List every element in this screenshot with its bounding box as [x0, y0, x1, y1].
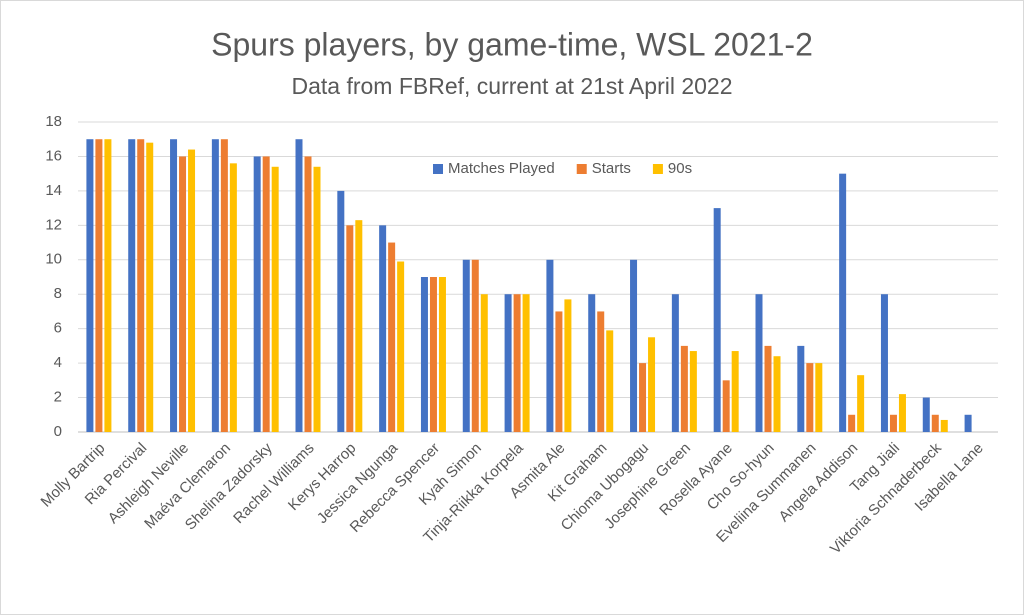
bar	[597, 311, 605, 432]
y-tick-label: 4	[54, 354, 62, 371]
bar	[689, 351, 697, 432]
legend-label: Matches Played	[448, 160, 555, 177]
bar	[397, 261, 405, 432]
bar	[773, 356, 781, 432]
bar	[564, 299, 572, 432]
bar	[313, 166, 321, 432]
chart-title: Spurs players, by game-time, WSL 2021-2	[211, 26, 813, 62]
bar	[630, 259, 638, 432]
y-tick-label: 2	[54, 389, 62, 406]
bar	[179, 156, 187, 432]
legend-swatch	[433, 164, 443, 174]
bar	[295, 139, 303, 432]
bar	[420, 277, 428, 432]
bar	[253, 156, 261, 432]
bar	[95, 139, 103, 432]
bar	[429, 277, 437, 432]
bar	[388, 242, 396, 432]
y-tick-label: 18	[45, 113, 62, 130]
chart-subtitle: Data from FBRef, current at 21st April 2…	[291, 73, 732, 99]
bar	[522, 294, 530, 432]
bar	[964, 414, 972, 432]
y-tick-label: 14	[45, 182, 62, 199]
bar	[128, 139, 136, 432]
bar	[940, 419, 948, 432]
bar	[462, 259, 470, 432]
y-tick-label: 0	[54, 423, 62, 440]
legend-swatch	[576, 164, 587, 174]
bar	[513, 294, 521, 432]
bar	[755, 294, 763, 432]
bar	[889, 414, 897, 432]
bar	[229, 163, 237, 433]
bar	[471, 259, 479, 432]
bar	[857, 375, 865, 432]
bar	[555, 311, 563, 432]
bar	[648, 337, 656, 432]
bar	[271, 166, 279, 432]
legend-swatch	[652, 164, 663, 174]
bar	[797, 345, 805, 432]
bar	[806, 363, 814, 432]
bar	[815, 363, 823, 432]
bar	[480, 294, 488, 432]
bar	[170, 139, 178, 432]
bar	[722, 380, 730, 432]
bar	[188, 149, 196, 433]
bar	[671, 294, 679, 432]
bar	[355, 220, 363, 432]
bar	[379, 225, 387, 432]
bar	[262, 156, 270, 432]
y-tick-label: 8	[54, 285, 62, 302]
bar	[922, 397, 930, 432]
bar	[606, 330, 614, 432]
bar	[848, 414, 856, 432]
bar	[86, 139, 94, 432]
bar	[337, 190, 345, 432]
bar	[438, 277, 446, 432]
bar	[346, 225, 354, 432]
bar	[731, 351, 739, 432]
y-tick-label: 12	[45, 216, 62, 233]
bar	[880, 294, 888, 432]
bar	[137, 139, 145, 432]
bar	[220, 139, 228, 432]
bar	[146, 142, 154, 432]
bar	[680, 345, 688, 432]
bar	[546, 259, 554, 432]
y-tick-label: 16	[45, 147, 62, 164]
bar	[898, 394, 906, 432]
bar	[639, 363, 647, 432]
legend-label: Starts	[592, 160, 631, 177]
bar	[104, 139, 112, 432]
y-tick-label: 10	[45, 251, 62, 268]
bar	[304, 156, 312, 432]
bar	[504, 294, 512, 432]
bar	[713, 208, 721, 432]
bar	[839, 173, 847, 432]
bar	[931, 414, 939, 432]
y-tick-label: 6	[54, 320, 62, 337]
bar	[588, 294, 596, 432]
legend-label: 90s	[668, 160, 692, 177]
bar	[211, 139, 219, 432]
bar	[764, 345, 772, 432]
